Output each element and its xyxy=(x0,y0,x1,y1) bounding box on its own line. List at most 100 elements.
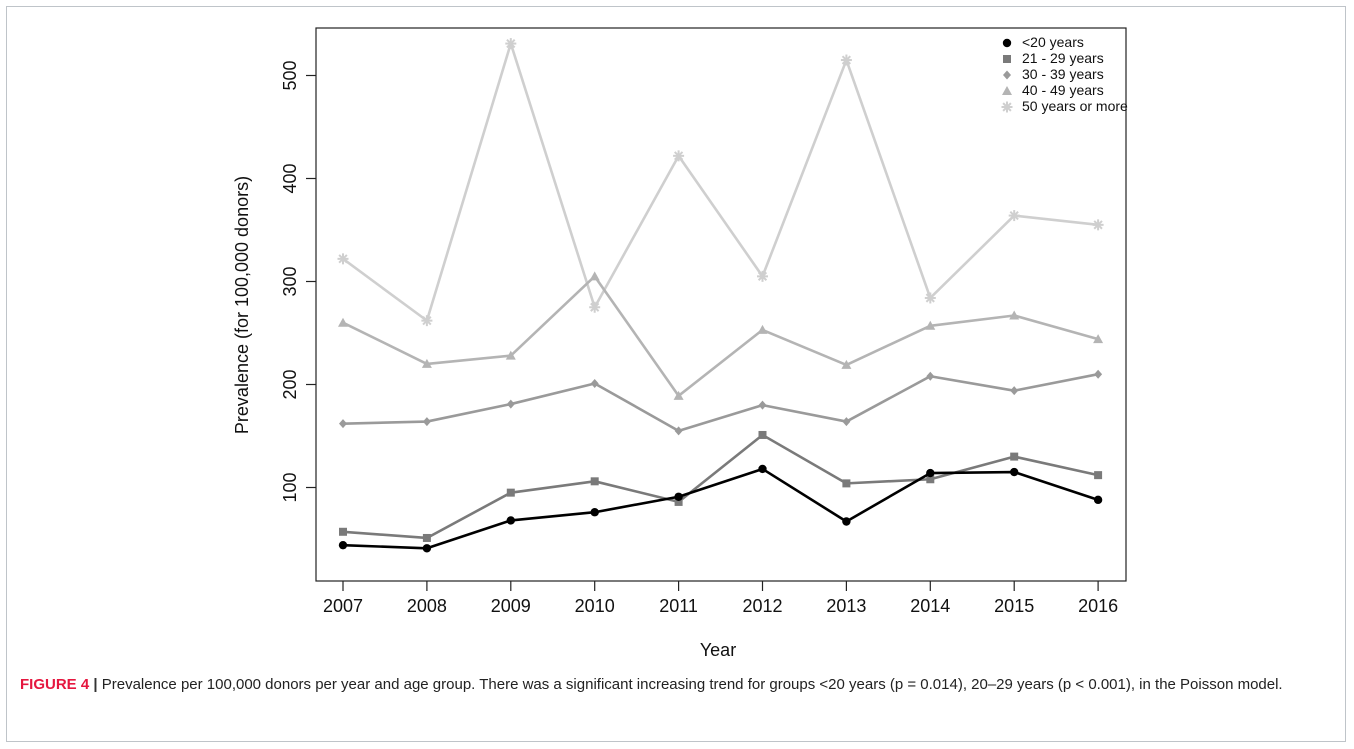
series-0 xyxy=(338,464,1103,553)
data-point xyxy=(925,320,936,330)
data-point xyxy=(757,324,768,334)
data-point xyxy=(422,533,431,542)
data-point xyxy=(926,468,935,478)
data-point xyxy=(1092,219,1104,231)
y-tick-label: 500 xyxy=(280,60,300,90)
legend-label: 21 - 29 years xyxy=(1022,50,1104,66)
data-point xyxy=(842,479,851,488)
data-point xyxy=(924,292,936,304)
data-point xyxy=(339,527,347,536)
data-point xyxy=(1093,495,1103,505)
data-point xyxy=(590,508,599,517)
figure-frame xyxy=(6,6,1346,742)
data-point xyxy=(506,488,515,497)
x-tick-label: 2011 xyxy=(659,596,698,616)
legend-marker xyxy=(1003,70,1011,80)
legend-item: 21 - 29 years xyxy=(1003,50,1104,66)
data-point xyxy=(673,390,684,400)
data-point xyxy=(1094,471,1103,480)
legend-marker xyxy=(1002,38,1012,48)
data-point xyxy=(758,464,767,474)
data-point xyxy=(1009,310,1020,320)
x-tick-label: 2007 xyxy=(323,596,363,616)
data-point xyxy=(926,371,935,381)
y-tick-label: 100 xyxy=(280,472,300,502)
data-point xyxy=(338,540,348,550)
data-point xyxy=(505,350,516,360)
data-point xyxy=(1010,467,1019,477)
data-point xyxy=(590,378,599,388)
data-point xyxy=(758,430,767,439)
data-point xyxy=(1010,386,1019,396)
x-tick-label: 2016 xyxy=(1078,596,1118,616)
figure-caption: FIGURE 4 | Prevalence per 100,000 donors… xyxy=(20,673,1332,697)
y-tick-label: 200 xyxy=(280,369,300,399)
y-axis: 100 200 300 400 500 xyxy=(280,60,316,503)
legend-item: <20 years xyxy=(1002,34,1084,50)
data-point xyxy=(421,315,433,327)
series-1 xyxy=(339,430,1103,542)
legend-item: 40 - 49 years xyxy=(1002,82,1104,98)
data-point xyxy=(589,271,600,281)
data-point xyxy=(505,38,517,50)
data-point xyxy=(841,359,852,369)
x-axis: 2007 2008 2009 2010 2011 2012 2013 2014 2015 2016 xyxy=(323,581,1118,616)
y-axis-title: Prevalence (for 100,000 donors) xyxy=(232,176,252,434)
data-point xyxy=(422,417,431,427)
data-point xyxy=(1093,334,1104,344)
series-layer xyxy=(337,38,1104,553)
data-point xyxy=(1010,452,1019,461)
data-point xyxy=(506,399,515,409)
series-line xyxy=(342,433,1099,540)
data-point xyxy=(589,301,601,313)
legend-item: 50 years or more xyxy=(1001,98,1128,114)
y-tick-label: 400 xyxy=(280,163,300,193)
caption-label: FIGURE 4 xyxy=(20,676,90,693)
legend-label: 30 - 39 years xyxy=(1022,66,1104,82)
x-tick-label: 2014 xyxy=(910,596,950,616)
x-tick-label: 2013 xyxy=(826,596,866,616)
data-point xyxy=(337,253,349,265)
legend-label: <20 years xyxy=(1022,34,1084,50)
data-point xyxy=(339,419,347,429)
data-point xyxy=(590,477,599,486)
line-chart: 100 200 300 400 500 2007 2008 2009 2010 2011 2012… xyxy=(232,27,1128,660)
data-point xyxy=(758,400,767,410)
series-3 xyxy=(338,271,1104,400)
series-line xyxy=(342,42,1099,322)
series-2 xyxy=(339,369,1103,436)
caption-text: Prevalence per 100,000 donors per year a… xyxy=(101,676,1283,693)
legend-label: 40 - 49 years xyxy=(1022,82,1104,98)
data-point xyxy=(1094,369,1103,379)
x-tick-label: 2015 xyxy=(994,596,1034,616)
data-point xyxy=(926,475,935,484)
series-line xyxy=(342,275,1099,398)
data-point xyxy=(840,54,852,66)
data-point xyxy=(842,417,851,427)
legend-marker xyxy=(1002,86,1012,95)
plot-frame xyxy=(315,27,1127,582)
data-point xyxy=(338,317,348,327)
data-point xyxy=(422,544,432,553)
data-point xyxy=(506,516,515,525)
series-line xyxy=(342,467,1099,550)
series-line xyxy=(342,372,1099,433)
legend-item: 30 - 39 years xyxy=(1003,66,1104,82)
data-point xyxy=(674,492,683,501)
legend-marker xyxy=(1003,55,1011,63)
caption-separator: | xyxy=(89,676,102,693)
x-tick-label: 2009 xyxy=(491,596,531,616)
series-4 xyxy=(337,38,1104,327)
x-tick-label: 2010 xyxy=(575,596,615,616)
legend-label: 50 years or more xyxy=(1022,98,1128,114)
x-axis-title: Year xyxy=(700,640,736,660)
x-tick-label: 2012 xyxy=(742,596,782,616)
data-point xyxy=(674,426,683,436)
x-tick-label: 2008 xyxy=(407,596,447,616)
data-point xyxy=(674,497,683,506)
data-point xyxy=(673,150,685,162)
data-point xyxy=(1008,210,1020,222)
data-point xyxy=(757,270,768,282)
data-point xyxy=(842,517,851,526)
